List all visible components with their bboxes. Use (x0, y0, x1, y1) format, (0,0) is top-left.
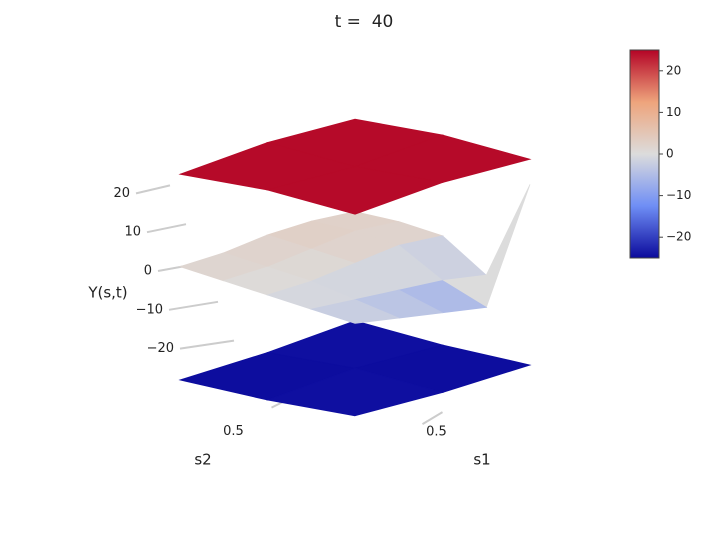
y-tick-label: 0.5 (223, 424, 244, 439)
y-axis-label: s2 (194, 451, 211, 469)
z-grid-line (179, 339, 235, 350)
z-tick-label: 0 (144, 264, 152, 279)
colorbar-tick-label: 10 (666, 105, 681, 119)
surface-patch (265, 166, 445, 215)
colorbar-tick-label: −10 (666, 188, 691, 202)
colorbar-tick-label: 20 (666, 63, 681, 77)
x-axis-label: s1 (473, 451, 490, 469)
z-grid-line (168, 300, 219, 311)
x-tick (421, 411, 444, 425)
z-grid-line (135, 184, 171, 195)
z-tick-label: 10 (124, 225, 141, 240)
surface-patch (265, 367, 445, 417)
colorbar-tick-label: −20 (666, 230, 691, 244)
surface-patch (309, 299, 401, 324)
z-tick-label: 20 (113, 186, 130, 201)
z-grid-line (146, 223, 187, 234)
x-tick-label: 0.5 (426, 425, 447, 440)
colorbar-tick-label: 0 (666, 147, 674, 161)
z-tick-label: −20 (147, 341, 174, 356)
colorbar (629, 49, 660, 259)
z-tick-label: −10 (136, 302, 163, 317)
z-axis-label: Y(s,t) (87, 284, 127, 302)
chart-title: t = 40 (335, 12, 394, 32)
